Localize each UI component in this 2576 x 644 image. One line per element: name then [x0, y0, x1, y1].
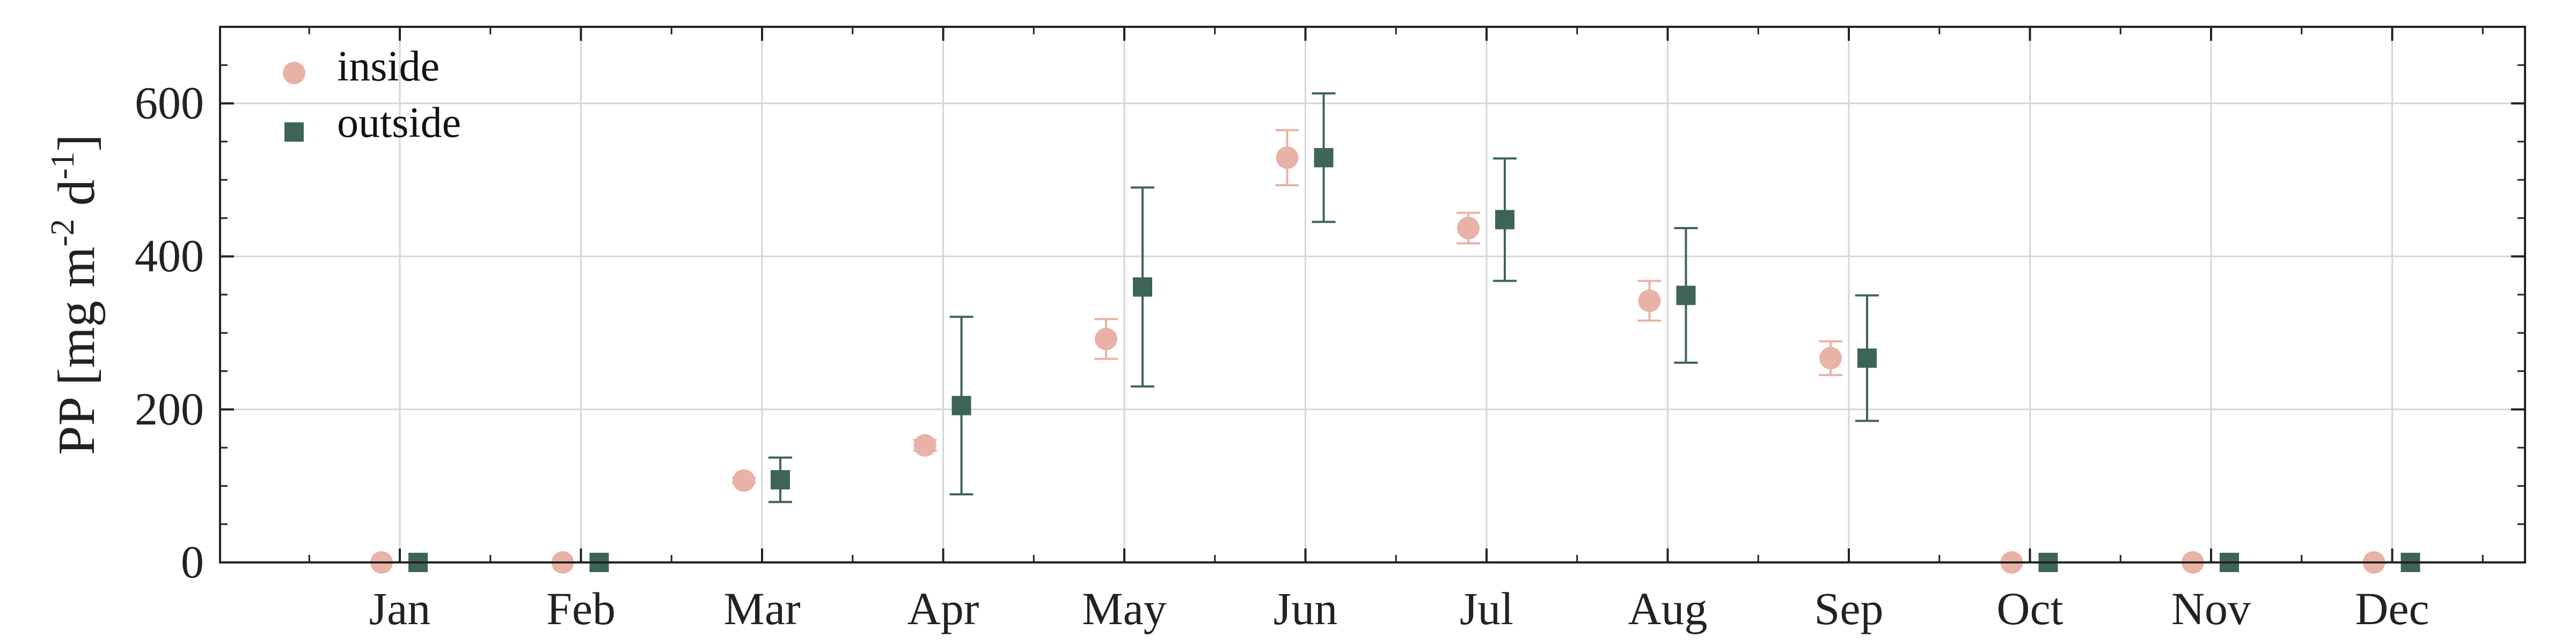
- marker-layer: [370, 146, 2420, 574]
- x-tick-label: Apr: [908, 583, 979, 634]
- x-tick-label: Mar: [723, 583, 800, 634]
- x-tick-label: Sep: [1814, 583, 1884, 634]
- y-tick-label: 200: [135, 383, 204, 435]
- data-point-outside: [1857, 348, 1877, 368]
- legend: inside outside: [283, 43, 461, 147]
- x-tick-label: Aug: [1628, 583, 1707, 634]
- x-tick-label: Feb: [546, 583, 616, 634]
- data-point-inside: [733, 469, 755, 492]
- y-tick-label: 400: [135, 230, 204, 282]
- y-axis-label-base: PP [mg m: [48, 246, 106, 455]
- data-point-inside: [1819, 347, 1842, 370]
- x-tick-label: Jan: [369, 583, 431, 634]
- data-point-inside: [913, 434, 936, 457]
- x-tick-label: Dec: [2355, 583, 2429, 634]
- grid-layer: [220, 27, 2525, 562]
- x-tick-label: May: [1082, 583, 1167, 634]
- data-point-outside: [1495, 210, 1514, 230]
- y-axis-label-sup2: -1: [45, 152, 81, 180]
- data-point-outside: [1676, 286, 1696, 305]
- x-tick-label: Oct: [1996, 583, 2063, 634]
- x-tick-label: Jul: [1460, 583, 1513, 634]
- data-point-inside: [1457, 216, 1480, 239]
- legend-label-inside: inside: [337, 43, 440, 90]
- legend-marker-outside: [284, 122, 304, 142]
- y-tick-label: 600: [135, 77, 204, 129]
- data-point-outside: [1133, 277, 1152, 297]
- data-point-inside: [1638, 289, 1661, 312]
- x-tick-label: Jun: [1274, 583, 1337, 634]
- y-axis-label: PP [mg m-2 d-1]: [45, 134, 106, 455]
- plot-frame: [219, 26, 2526, 564]
- y-axis-label-end: ]: [48, 134, 106, 152]
- x-tick-label: Nov: [2171, 583, 2251, 634]
- ticklabel-layer: 0 200 400 600 Jan Feb Mar Apr May Jun Jul Aug Sep Oct…: [135, 77, 2429, 634]
- y-tick-label: 0: [181, 536, 204, 588]
- data-point-inside: [1276, 146, 1299, 169]
- legend-marker-inside: [283, 62, 305, 84]
- tick-layer: [220, 26, 2525, 564]
- data-point-outside: [1314, 148, 1334, 167]
- data-point-outside: [771, 470, 790, 490]
- y-axis-label-sup1: -2: [45, 219, 81, 247]
- y-axis-label-mid: d: [48, 179, 106, 219]
- data-point-inside: [1095, 327, 1117, 350]
- data-point-outside: [952, 396, 971, 415]
- legend-label-outside: outside: [337, 99, 461, 147]
